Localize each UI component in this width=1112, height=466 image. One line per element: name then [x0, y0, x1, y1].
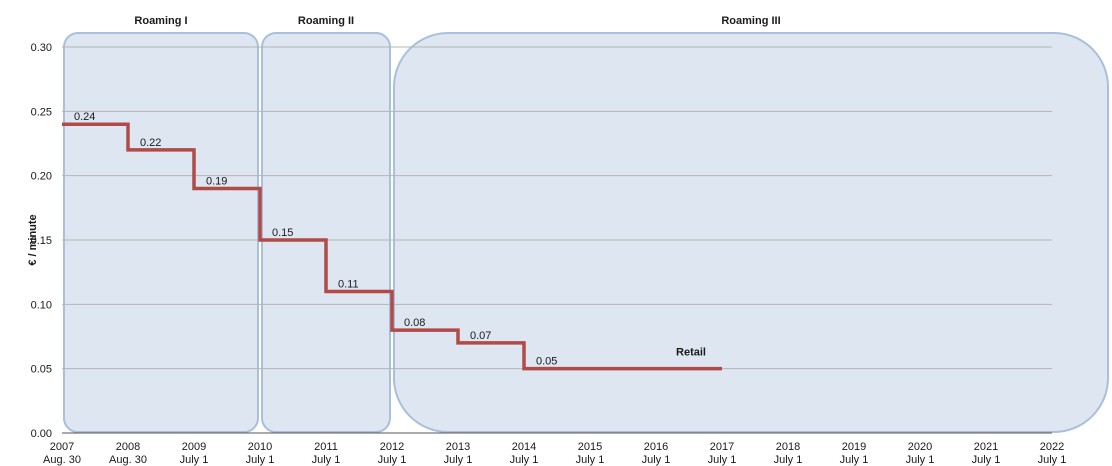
phase-region — [261, 32, 391, 433]
phase-label: Roaming II — [298, 15, 354, 27]
data-label: 0.11 — [338, 278, 359, 290]
data-label: 0.08 — [404, 317, 425, 329]
y-tick-label: 0.10 — [31, 299, 52, 311]
x-tick-label: 2011 July 1 — [312, 441, 341, 466]
x-tick-label: 2017 July 1 — [708, 441, 737, 466]
x-tick-label: 2009 July 1 — [180, 441, 209, 466]
y-tick-label: 0.05 — [31, 364, 52, 376]
phase-regions: Roaming I Roaming II Roaming III — [63, 15, 1109, 433]
x-tick-label: 2007 Aug. 30 — [43, 441, 81, 466]
y-tick-label: 0.00 — [31, 428, 52, 440]
y-tick-label: 0.20 — [31, 171, 52, 183]
phase-label: Roaming III — [721, 15, 780, 27]
x-tick-label: 2008 Aug. 30 — [109, 441, 147, 466]
x-tick-label: 2019 July 1 — [840, 441, 869, 466]
x-tick-label: 2022 July 1 — [1038, 441, 1067, 466]
data-label: 0.05 — [536, 356, 557, 368]
x-tick-label: 2016 July 1 — [642, 441, 671, 466]
x-tick-label: 2012 July 1 — [378, 441, 407, 466]
data-labels: 0.24 0.22 0.19 0.15 0.11 0.08 0.07 0.05 Retail — [74, 111, 706, 367]
phase-region — [393, 32, 1109, 433]
x-tick-label: 2014 July 1 — [510, 441, 539, 466]
y-tick-label: 0.30 — [31, 42, 52, 54]
y-axis-label: € / minute — [27, 214, 39, 265]
axes: 0.00 0.05 0.10 0.15 0.20 0.25 0.30 2007 Aug. 30 2… — [31, 42, 1067, 466]
data-label: 0.07 — [470, 330, 491, 342]
x-tick-label: 2020 July 1 — [906, 441, 935, 466]
y-tick-label: 0.15 — [31, 235, 52, 247]
x-tick-label: 2010 July 1 — [246, 441, 275, 466]
phase-label: Roaming I — [134, 15, 187, 27]
x-tick-label: 2018 July 1 — [774, 441, 803, 466]
x-tick-label: 2015 July 1 — [576, 441, 605, 466]
data-label: 0.15 — [272, 227, 293, 239]
series-line-retail — [62, 122, 722, 371]
data-label: 0.24 — [74, 111, 95, 123]
data-label: 0.22 — [140, 137, 161, 149]
y-tick-label: 0.25 — [31, 106, 52, 118]
series-name-label: Retail — [676, 347, 706, 359]
phase-region — [63, 32, 259, 433]
data-label: 0.19 — [206, 176, 227, 188]
x-tick-label: 2021 July 1 — [972, 441, 1001, 466]
x-tick-label: 2013 July 1 — [444, 441, 473, 466]
series-retail — [62, 122, 722, 371]
